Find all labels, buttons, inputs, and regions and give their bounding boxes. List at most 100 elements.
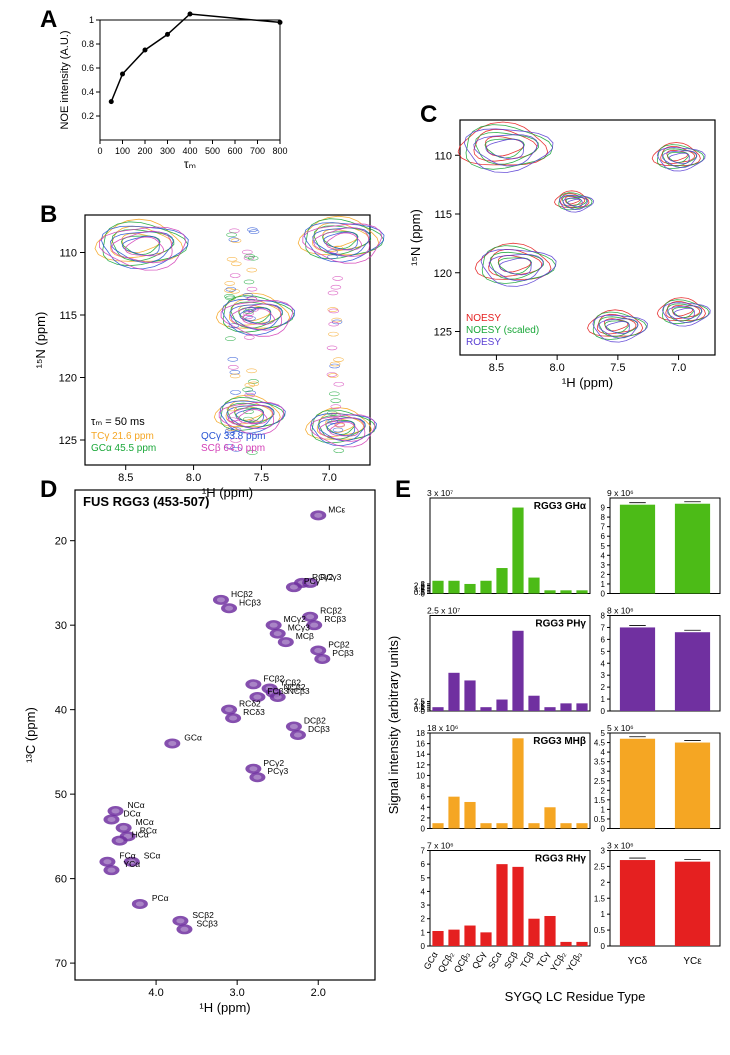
- svg-text:RCδ3: RCδ3: [243, 707, 265, 717]
- svg-text:DCβ3: DCβ3: [308, 724, 330, 734]
- svg-text:2.0: 2.0: [311, 987, 326, 999]
- svg-text:YCβ₃: YCβ₃: [564, 950, 583, 974]
- svg-text:7 x 10⁶: 7 x 10⁶: [427, 841, 454, 851]
- svg-text:QCβ₃: QCβ₃: [452, 950, 472, 975]
- svg-text:QCγ: QCγ: [470, 950, 488, 971]
- svg-text:2.5: 2.5: [414, 697, 426, 706]
- svg-text:40: 40: [55, 705, 67, 717]
- svg-text:0: 0: [601, 825, 606, 834]
- svg-text:¹H (ppm): ¹H (ppm): [562, 375, 613, 390]
- svg-text:2: 2: [601, 786, 606, 795]
- svg-text:2: 2: [601, 570, 606, 579]
- svg-text:NCβ3: NCβ3: [288, 686, 310, 696]
- svg-text:NOE intensity (A.U.): NOE intensity (A.U.): [59, 30, 71, 129]
- svg-text:3: 3: [421, 901, 426, 910]
- svg-text:5: 5: [601, 729, 606, 738]
- svg-text:200: 200: [137, 146, 152, 156]
- svg-text:GCα: GCα: [184, 732, 202, 742]
- svg-text:125: 125: [434, 327, 452, 339]
- svg-text:D: D: [40, 476, 57, 503]
- svg-text:τₘ = 50 ms: τₘ = 50 ms: [91, 416, 145, 428]
- svg-text:10: 10: [416, 771, 425, 780]
- svg-text:1: 1: [89, 15, 94, 25]
- svg-text:5 x 10⁶: 5 x 10⁶: [607, 723, 634, 733]
- svg-text:4: 4: [601, 748, 606, 757]
- svg-text:RCβ3: RCβ3: [324, 614, 346, 624]
- svg-text:PCβ3: PCβ3: [332, 648, 354, 658]
- svg-text:SCα: SCα: [486, 950, 504, 970]
- svg-text:6: 6: [601, 635, 606, 644]
- svg-text:4: 4: [421, 887, 426, 896]
- svg-text:110: 110: [59, 248, 77, 260]
- svg-text:125: 125: [59, 435, 77, 447]
- svg-text:1: 1: [601, 695, 606, 704]
- svg-text:Signal intensity (arbitrary un: Signal intensity (arbitrary units): [386, 636, 401, 814]
- svg-text:YCδ: YCδ: [628, 956, 648, 967]
- svg-text:¹H (ppm): ¹H (ppm): [202, 485, 253, 500]
- svg-text:70: 70: [55, 958, 67, 970]
- svg-text:0: 0: [601, 707, 606, 716]
- svg-text:700: 700: [250, 146, 265, 156]
- svg-text:0: 0: [421, 942, 426, 951]
- svg-text:4: 4: [421, 803, 426, 812]
- svg-text:RGG3 RHγ: RGG3 RHγ: [535, 854, 587, 865]
- svg-text:18: 18: [416, 729, 425, 738]
- svg-text:0.8: 0.8: [81, 39, 94, 49]
- svg-text:1.5: 1.5: [594, 894, 606, 903]
- svg-text:SCβ 64.0 ppm: SCβ 64.0 ppm: [201, 443, 265, 454]
- svg-text:C: C: [420, 101, 437, 128]
- svg-text:RGG3 PHγ: RGG3 PHγ: [535, 619, 586, 630]
- svg-text:NOESY (scaled): NOESY (scaled): [466, 325, 539, 336]
- svg-text:3.5: 3.5: [594, 758, 606, 767]
- svg-text:3: 3: [601, 561, 606, 570]
- svg-text:2: 2: [601, 683, 606, 692]
- svg-text:¹³C (ppm): ¹³C (ppm): [23, 707, 38, 763]
- svg-text:¹⁵N (ppm): ¹⁵N (ppm): [33, 312, 48, 369]
- svg-text:FCβ3: FCβ3: [267, 686, 288, 696]
- svg-text:τₘ: τₘ: [184, 157, 196, 171]
- svg-text:RCγ3: RCγ3: [320, 572, 342, 582]
- svg-text:4.5: 4.5: [594, 739, 606, 748]
- svg-text:9 x 10⁶: 9 x 10⁶: [607, 488, 634, 498]
- svg-text:3: 3: [421, 580, 426, 589]
- svg-text:7.0: 7.0: [671, 362, 686, 374]
- svg-text:GCα 45.5 ppm: GCα 45.5 ppm: [91, 443, 156, 454]
- svg-text:1.5: 1.5: [594, 796, 606, 805]
- svg-text:YCα: YCα: [123, 859, 140, 869]
- svg-text:0: 0: [601, 590, 606, 599]
- svg-text:7.5: 7.5: [610, 362, 625, 374]
- svg-text:120: 120: [59, 373, 77, 385]
- svg-text:8.5: 8.5: [118, 472, 133, 484]
- svg-text:1: 1: [601, 805, 606, 814]
- svg-text:8: 8: [601, 513, 606, 522]
- svg-text:6: 6: [421, 793, 426, 802]
- svg-text:NOESY: NOESY: [466, 313, 501, 324]
- svg-text:14: 14: [416, 750, 425, 759]
- svg-text:6: 6: [601, 532, 606, 541]
- svg-text:800: 800: [272, 146, 287, 156]
- svg-text:7: 7: [421, 847, 426, 856]
- svg-text:0.4: 0.4: [81, 87, 94, 97]
- svg-text:8: 8: [601, 612, 606, 621]
- svg-text:RGG3 GHα: RGG3 GHα: [534, 501, 587, 512]
- svg-text:0.2: 0.2: [81, 111, 94, 121]
- svg-text:3.0: 3.0: [230, 987, 245, 999]
- svg-text:E: E: [395, 476, 411, 503]
- svg-text:TCγ 21.6 ppm: TCγ 21.6 ppm: [91, 431, 154, 442]
- svg-text:¹H (ppm): ¹H (ppm): [199, 1000, 250, 1015]
- svg-text:30: 30: [55, 620, 67, 632]
- svg-text:3: 3: [601, 767, 606, 776]
- svg-text:3 x 10⁷: 3 x 10⁷: [427, 488, 453, 498]
- svg-text:9: 9: [601, 504, 606, 513]
- svg-text:1: 1: [601, 580, 606, 589]
- svg-text:500: 500: [205, 146, 220, 156]
- svg-text:7: 7: [601, 623, 606, 632]
- svg-text:7: 7: [601, 523, 606, 532]
- svg-text:4: 4: [601, 551, 606, 560]
- svg-text:4.0: 4.0: [148, 987, 163, 999]
- svg-text:8: 8: [421, 782, 426, 791]
- svg-text:400: 400: [182, 146, 197, 156]
- svg-text:A: A: [40, 6, 57, 33]
- svg-text:12: 12: [416, 761, 425, 770]
- svg-text:4: 4: [601, 659, 606, 668]
